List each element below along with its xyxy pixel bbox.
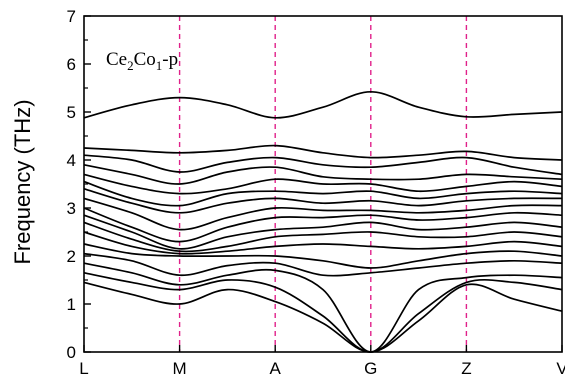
symmetry-lines: [178, 16, 468, 352]
y-tick-label: 7: [67, 7, 76, 26]
x-tick-label-l: L: [79, 359, 88, 378]
band-line-5: [83, 173, 563, 195]
band-line-13: [83, 243, 563, 269]
x-tick-label-z: Z: [461, 359, 471, 378]
band-line-12: [83, 231, 563, 255]
band-line-15: [83, 262, 563, 353]
compound-label-subscript: 1: [156, 58, 163, 73]
band-line-7: [83, 187, 563, 214]
compound-label: Ce2Co1-p: [106, 49, 178, 73]
band-line-16: [83, 271, 563, 353]
y-ticks: 0 1 2 3 4 5 6 7: [67, 7, 91, 362]
band-line-1: [83, 90, 563, 119]
x-tick-label-a: A: [270, 359, 282, 378]
compound-label-part: Co: [134, 49, 156, 70]
y-tick-label: 4: [67, 151, 76, 170]
band-line-10: [83, 214, 563, 250]
compound-label-part: Ce: [106, 49, 127, 70]
band-line-8: [83, 197, 563, 231]
y-axis-label: Frequency (THz): [10, 99, 35, 264]
band-line-11: [83, 221, 563, 253]
x-tick-label-m: M: [173, 359, 187, 378]
band-line-3: [83, 154, 563, 176]
band-line-6: [83, 180, 563, 207]
band-line-9: [83, 207, 563, 243]
y-tick-label: 6: [67, 55, 76, 74]
y-tick-label: 2: [67, 247, 76, 266]
compound-label-subscript: 2: [127, 58, 134, 73]
y-tick-label: 0: [67, 343, 76, 362]
band-line-4: [83, 163, 563, 185]
band-line-14: [83, 252, 563, 277]
x-tick-label-g: G: [364, 359, 377, 378]
x-tick-label-v: V: [556, 359, 565, 378]
y-tick-label: 5: [67, 103, 76, 122]
y-tick-label: 1: [67, 295, 76, 314]
band-line-2: [83, 144, 563, 161]
band-lines: [83, 90, 563, 353]
y-tick-label: 3: [67, 199, 76, 218]
compound-label-part: -p: [162, 49, 178, 70]
band-line-17: [83, 281, 563, 353]
